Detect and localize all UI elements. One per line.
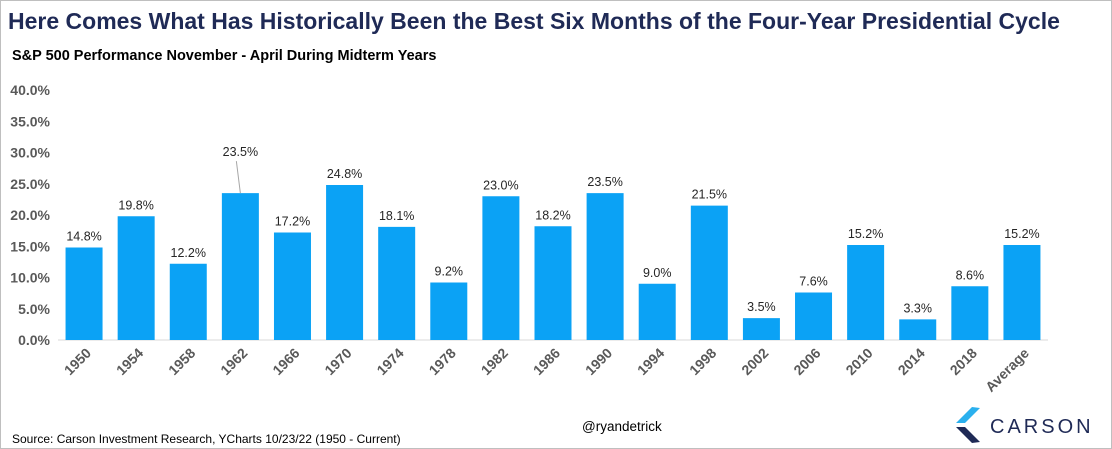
y-tick-label: 20.0% bbox=[10, 207, 50, 223]
y-axis: 0.0% 5.0% 10.0% 15.0% 20.0% 25.0% 30.0% 35.0% 40… bbox=[10, 82, 1048, 348]
bar bbox=[742, 318, 780, 340]
source-note: Source: Carson Investment Research, YCha… bbox=[12, 432, 401, 446]
data-label: 23.5% bbox=[587, 175, 622, 189]
bar bbox=[638, 283, 676, 340]
data-label: 7.6% bbox=[799, 275, 828, 289]
x-tick-label: 1958 bbox=[165, 345, 198, 378]
x-tick-label: 1994 bbox=[634, 345, 667, 378]
data-label: 15.2% bbox=[1004, 227, 1039, 241]
x-tick-label: 1950 bbox=[61, 345, 94, 378]
bar bbox=[586, 193, 624, 340]
y-tick-label: 0.0% bbox=[18, 332, 50, 348]
carson-logo: CARSON bbox=[952, 406, 1102, 446]
data-label: 18.2% bbox=[535, 208, 570, 222]
chart-subtitle: S&P 500 Performance November - April Dur… bbox=[12, 48, 437, 64]
data-label: 9.0% bbox=[643, 266, 672, 280]
y-tick-label: 40.0% bbox=[10, 82, 50, 98]
x-tick-label: 1966 bbox=[269, 345, 302, 378]
x-tick-label: 2006 bbox=[790, 345, 823, 378]
bar bbox=[795, 292, 833, 340]
data-labels: 14.8% 19.8% 12.2% 23.5% 17.2% 24.8% 18.1% 9.2% 2… bbox=[66, 145, 1039, 315]
data-label: 3.3% bbox=[903, 301, 932, 315]
data-label: 15.2% bbox=[848, 227, 883, 241]
bar bbox=[221, 193, 259, 340]
y-tick-label: 25.0% bbox=[10, 176, 50, 192]
y-tick-label: 15.0% bbox=[10, 238, 50, 254]
y-tick-label: 10.0% bbox=[10, 270, 50, 286]
bar bbox=[534, 226, 572, 340]
bar bbox=[326, 185, 364, 340]
data-label: 8.6% bbox=[956, 268, 985, 282]
page-title: Here Comes What Has Historically Been th… bbox=[8, 8, 1060, 34]
x-tick-label: 1998 bbox=[686, 345, 719, 378]
bar bbox=[951, 286, 989, 340]
x-tick-label: 1974 bbox=[373, 345, 406, 378]
data-label: 18.1% bbox=[379, 209, 414, 223]
bar bbox=[1003, 245, 1041, 340]
x-tick-label: 2018 bbox=[947, 345, 980, 378]
bar bbox=[273, 232, 311, 340]
bar bbox=[65, 247, 103, 340]
data-label: 3.5% bbox=[747, 300, 776, 314]
x-tick-label: 1954 bbox=[113, 345, 146, 378]
data-label: 14.8% bbox=[66, 230, 101, 244]
x-tick-label: 1986 bbox=[530, 345, 563, 378]
data-label: 9.2% bbox=[435, 265, 464, 279]
x-axis: 1950 1954 1958 1962 1966 1970 1974 1978 1982 1986… bbox=[61, 345, 1032, 395]
x-tick-label: 1978 bbox=[426, 345, 459, 378]
data-label: 23.0% bbox=[483, 178, 518, 192]
bar bbox=[117, 216, 155, 340]
data-label: 19.8% bbox=[118, 198, 153, 212]
author-handle: @ryandetrick bbox=[582, 419, 662, 434]
bar bbox=[482, 196, 520, 340]
x-tick-label: Average bbox=[982, 345, 1032, 395]
bar bbox=[378, 226, 416, 340]
leader-line bbox=[235, 161, 241, 194]
bar bbox=[169, 263, 207, 340]
data-label: 17.2% bbox=[275, 215, 310, 229]
y-tick-label: 30.0% bbox=[10, 145, 50, 161]
brand-name: CARSON bbox=[990, 416, 1094, 438]
y-tick-label: 5.0% bbox=[18, 301, 50, 317]
x-tick-label: 2014 bbox=[895, 345, 928, 378]
bar bbox=[430, 282, 468, 340]
bar bbox=[899, 319, 937, 340]
bars bbox=[65, 185, 1041, 340]
x-tick-label: 2010 bbox=[842, 345, 875, 378]
x-tick-label: 1990 bbox=[582, 345, 615, 378]
x-tick-label: 1962 bbox=[217, 345, 250, 378]
x-tick-label: 1982 bbox=[478, 345, 511, 378]
y-tick-label: 35.0% bbox=[10, 113, 50, 129]
carson-logo-icon bbox=[956, 407, 980, 443]
data-label: 21.5% bbox=[692, 188, 727, 202]
data-label: 23.5% bbox=[223, 145, 258, 159]
data-label: 12.2% bbox=[171, 246, 206, 260]
data-label: 24.8% bbox=[327, 167, 362, 181]
x-tick-label: 2002 bbox=[738, 345, 771, 378]
bar bbox=[847, 245, 885, 340]
x-tick-label: 1970 bbox=[321, 345, 354, 378]
bar bbox=[690, 205, 728, 340]
